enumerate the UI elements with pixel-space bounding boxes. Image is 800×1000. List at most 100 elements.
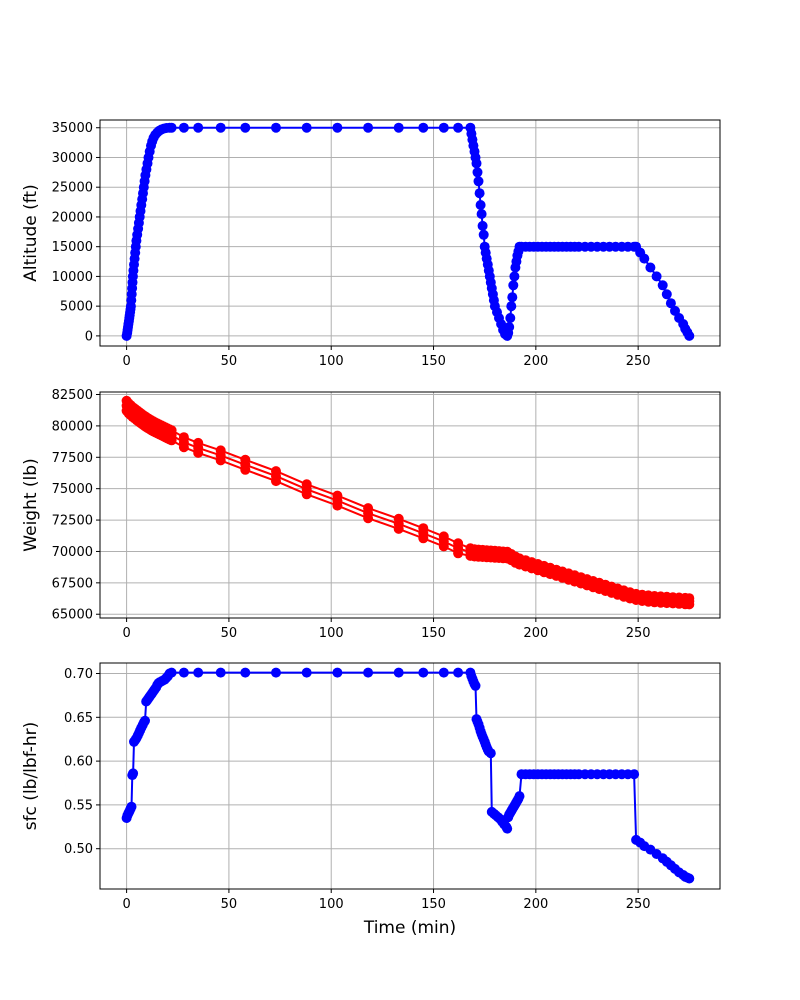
altitude-series — [121, 122, 695, 341]
sfc-data-point — [418, 667, 429, 678]
sfc-xtick-label: 150 — [421, 897, 446, 912]
altitude-data-point — [453, 122, 464, 133]
weight-data-point — [178, 442, 189, 453]
altitude-data-point — [418, 122, 429, 133]
sfc-ytick-label: 0.70 — [64, 667, 93, 682]
sfc-xtick-label: 0 — [122, 897, 130, 912]
altitude-subplot: 0 50 100 150 200 250 0 5000 10000 15000 20000 25000… — [21, 119, 721, 369]
weight-xtick-label: 150 — [421, 626, 446, 641]
altitude-data-point — [193, 122, 204, 133]
altitude-data-point — [639, 253, 650, 264]
sfc-series — [121, 667, 695, 884]
altitude-data-point — [438, 122, 449, 133]
altitude-data-point — [473, 176, 484, 187]
altitude-data-point — [507, 292, 518, 303]
sfc-data-point — [193, 667, 204, 678]
altitude-data-point — [472, 167, 483, 178]
altitude-axes-frame — [99, 119, 721, 347]
sfc-data-point — [453, 667, 464, 678]
sfc-subplot: 0 50 100 150 200 250 0.50 0.55 0.60 0.65 0.70 sfc … — [21, 662, 721, 938]
altitude-data-point — [661, 289, 672, 300]
sfc-ytick-label: 0.50 — [64, 842, 93, 857]
sfc-ylabel: sfc (lb/lbf-hr) — [21, 722, 41, 831]
altitude-ytick-label: 25000 — [52, 181, 93, 196]
altitude-data-point — [471, 158, 482, 169]
weight-series — [121, 395, 695, 610]
sfc-data-point — [271, 667, 281, 678]
sfc-data-point — [332, 667, 343, 678]
altitude-ticks: 0 50 100 150 200 250 0 5000 10000 15000 20000 25000… — [52, 121, 651, 369]
sfc-data-point — [126, 801, 137, 812]
weight-data-point — [438, 541, 449, 552]
weight-data-point — [193, 447, 204, 458]
sfc-data-point — [684, 873, 695, 884]
weight-ytick-label: 82500 — [52, 388, 93, 403]
altitude-data-point — [476, 209, 487, 219]
sfc-xtick-label: 50 — [221, 897, 238, 912]
sfc-ytick-label: 0.55 — [64, 798, 93, 813]
altitude-xtick-label: 250 — [626, 354, 651, 369]
weight-ytick-label: 75000 — [52, 482, 93, 497]
sfc-ticks: 0 50 100 150 200 250 0.50 0.55 0.60 0.65 0.70 — [64, 667, 651, 912]
sfc-data-point — [178, 667, 189, 678]
weight-ticks: 0 50 100 150 200 250 65000 67500 70000 72500 75000… — [52, 388, 651, 641]
weight-data-point — [453, 548, 464, 559]
weight-data-point — [332, 500, 343, 511]
altitude-data-point — [271, 122, 281, 133]
sfc-data-point — [393, 667, 404, 678]
altitude-data-point — [504, 322, 515, 332]
altitude-data-point — [363, 122, 374, 133]
weight-ytick-label: 77500 — [52, 451, 93, 466]
weight-data-point — [240, 464, 251, 475]
weight-axes-frame — [99, 391, 721, 619]
sfc-ytick-label: 0.60 — [64, 755, 93, 770]
weight-data-point — [166, 435, 177, 446]
altitude-ytick-label: 30000 — [52, 151, 93, 166]
weight-data-point — [215, 455, 226, 466]
weight-data-point — [271, 476, 281, 487]
weight-ytick-label: 65000 — [52, 608, 93, 623]
altitude-data-point — [178, 122, 189, 133]
altitude-xtick-label: 200 — [523, 354, 548, 369]
altitude-ytick-label: 35000 — [52, 121, 93, 136]
altitude-data-point — [651, 271, 662, 282]
altitude-xtick-label: 150 — [421, 354, 446, 369]
sfc-xtick-label: 200 — [523, 897, 548, 912]
sfc-data-point — [470, 680, 481, 691]
weight-ytick-label: 67500 — [52, 576, 93, 591]
altitude-ytick-label: 10000 — [52, 270, 93, 285]
weight-xtick-label: 50 — [221, 626, 238, 641]
altitude-ytick-label: 5000 — [60, 300, 93, 315]
altitude-data-point — [657, 280, 668, 291]
altitude-data-point — [645, 262, 656, 273]
weight-data-point — [418, 533, 429, 544]
sfc-data-point — [363, 667, 374, 678]
altitude-data-point — [478, 229, 489, 240]
weight-ytick-label: 72500 — [52, 514, 93, 529]
altitude-data-point — [240, 122, 251, 133]
altitude-data-point — [215, 122, 226, 133]
weight-data-point — [393, 523, 404, 534]
sfc-xlabel: Time (min) — [363, 918, 456, 938]
altitude-data-point — [474, 188, 485, 199]
altitude-data-point — [684, 330, 695, 341]
sfc-xtick-label: 100 — [319, 897, 344, 912]
altitude-xtick-label: 100 — [319, 354, 344, 369]
altitude-xtick-label: 0 — [122, 354, 130, 369]
sfc-data-point — [215, 667, 226, 678]
sfc-series-markers — [121, 667, 695, 884]
weight-ylabel: Weight (lb) — [21, 458, 41, 551]
sfc-data-point — [485, 748, 496, 759]
altitude-data-point — [508, 280, 519, 291]
altitude-data-point — [505, 313, 516, 323]
altitude-xtick-label: 50 — [221, 354, 238, 369]
weight-xtick-label: 0 — [122, 626, 130, 641]
sfc-axes-frame — [99, 662, 721, 890]
altitude-data-point — [393, 122, 404, 133]
sfc-data-point — [140, 715, 150, 726]
altitude-data-point — [665, 298, 676, 309]
sfc-data-point — [240, 667, 251, 678]
weight-xtick-label: 250 — [626, 626, 651, 641]
